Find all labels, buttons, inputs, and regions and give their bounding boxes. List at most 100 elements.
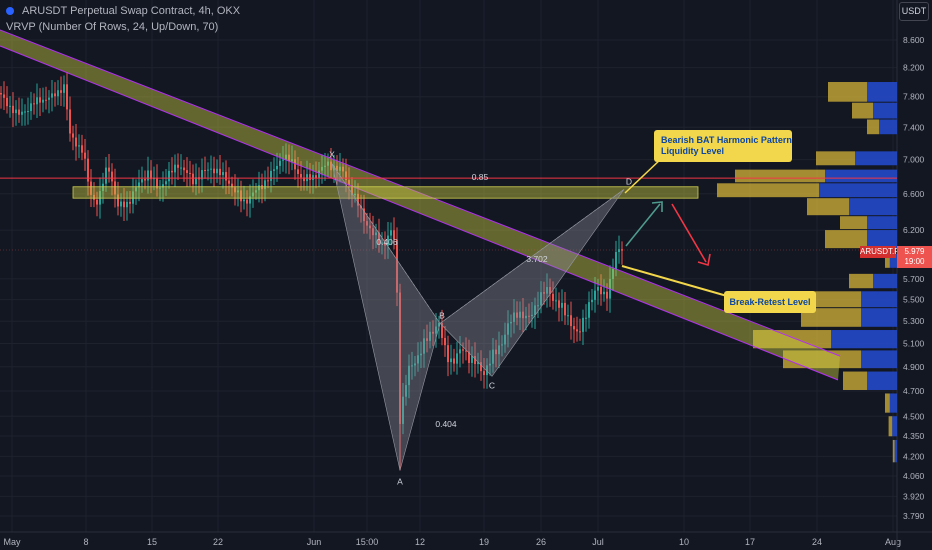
currency-button[interactable]: USDT (899, 2, 929, 21)
candle-body (177, 164, 179, 168)
candle-body (327, 161, 329, 166)
harmonic-callout-line2: Liquidity Level (661, 146, 724, 156)
symbol-title[interactable]: ARUSDT Perpetual Swap Contract, 4h, OKX (22, 5, 241, 17)
candle-body (408, 365, 410, 386)
candle-body (9, 105, 11, 107)
candle-body (528, 315, 530, 317)
x-tick-label: 12 (415, 537, 425, 547)
candle-body (324, 165, 326, 167)
y-tick-label: 4.700 (903, 386, 925, 396)
x-tick-label: 10 (679, 537, 689, 547)
candle-body (204, 170, 206, 172)
candle-body (117, 194, 119, 207)
candle-body (561, 302, 563, 308)
candle-body (303, 177, 305, 182)
candle-body (339, 166, 341, 171)
countdown-tag: 19:00 (897, 256, 932, 268)
candle-body (3, 94, 5, 98)
harmonic-point-label: X (329, 150, 335, 160)
indicator-title[interactable]: VRVP (Number Of Rows, 24, Up/Down, 70) (6, 21, 219, 33)
y-tick-label: 5.300 (903, 316, 925, 326)
volume-profile-up-bar (892, 416, 897, 437)
harmonic-point-label: A (397, 476, 403, 486)
candle-body (189, 172, 191, 174)
candle-body (159, 187, 161, 189)
candle-body (93, 194, 95, 200)
candle-body (453, 358, 455, 364)
volume-profile-up-bar (867, 230, 897, 249)
channel-upper-edge (0, 29, 841, 357)
candle-body (582, 317, 584, 332)
x-tick-label: 26 (536, 537, 546, 547)
candle-body (234, 187, 236, 193)
volume-profile-down-bar (753, 330, 831, 349)
y-tick-label: 7.800 (903, 92, 925, 102)
candle-body (237, 190, 239, 193)
symbol-dot-icon (6, 7, 14, 15)
volume-profile-down-bar (828, 82, 867, 102)
candle-body (474, 355, 476, 365)
candle-body (369, 225, 371, 229)
candle-body (141, 179, 143, 183)
candle-body (555, 300, 557, 302)
candle-body (120, 201, 122, 207)
candle-body (111, 171, 113, 182)
volume-profile-down-bar (888, 416, 893, 437)
candle-body (165, 181, 167, 185)
x-tick-label: 19 (479, 537, 489, 547)
symbol-price-tag: ARUSDT.P (860, 246, 900, 258)
candle-body (258, 185, 260, 191)
candle-body (543, 292, 545, 294)
candle-body (516, 312, 518, 318)
candle-body (105, 167, 107, 184)
candle-body (612, 269, 614, 279)
candle-body (468, 351, 470, 363)
candle-body (435, 326, 437, 334)
candle-body (279, 160, 281, 166)
candle-body (309, 174, 311, 180)
candle-body (576, 329, 578, 332)
candle-body (525, 315, 527, 319)
candle-body (312, 175, 314, 180)
candle-body (486, 365, 488, 376)
candle-body (21, 111, 23, 115)
last-price-tag: 5.979 (897, 246, 932, 258)
candle-body (396, 239, 398, 293)
candle-body (216, 168, 218, 174)
candle-body (273, 169, 275, 171)
candle-body (465, 350, 467, 352)
channel-lower-edge (0, 45, 839, 381)
candle-body (591, 299, 593, 303)
candle-body (558, 300, 560, 308)
candle-body (372, 228, 374, 236)
harmonic-ratio-label: 0.404 (435, 419, 457, 429)
y-tick-label: 4.060 (903, 471, 925, 481)
candle-body (78, 145, 80, 147)
candle-body (501, 344, 503, 346)
descending-channel (0, 30, 840, 380)
volume-profile-up-bar (855, 151, 897, 166)
candle-body (249, 196, 251, 204)
candle-body (489, 363, 491, 366)
candle-body (0, 93, 2, 95)
candle-body (429, 331, 431, 341)
candle-body (147, 170, 149, 181)
x-tick-label: 8 (83, 537, 88, 547)
candle-body (186, 170, 188, 173)
volume-profile-down-bar (807, 291, 861, 308)
candle-body (39, 97, 41, 103)
volume-profile-up-bar (867, 82, 897, 102)
candle-body (345, 171, 347, 181)
candle-body (423, 338, 425, 354)
volume-profile-up-bar (873, 102, 897, 119)
volume-profile-up-bar (867, 216, 897, 230)
candle-body (60, 90, 62, 93)
candle-body (588, 302, 590, 318)
volume-profile-up-bar (849, 198, 897, 216)
candle-body (483, 371, 485, 376)
candle-body (492, 349, 494, 364)
candle-body (282, 159, 284, 161)
y-tick-label: 8.200 (903, 63, 925, 73)
